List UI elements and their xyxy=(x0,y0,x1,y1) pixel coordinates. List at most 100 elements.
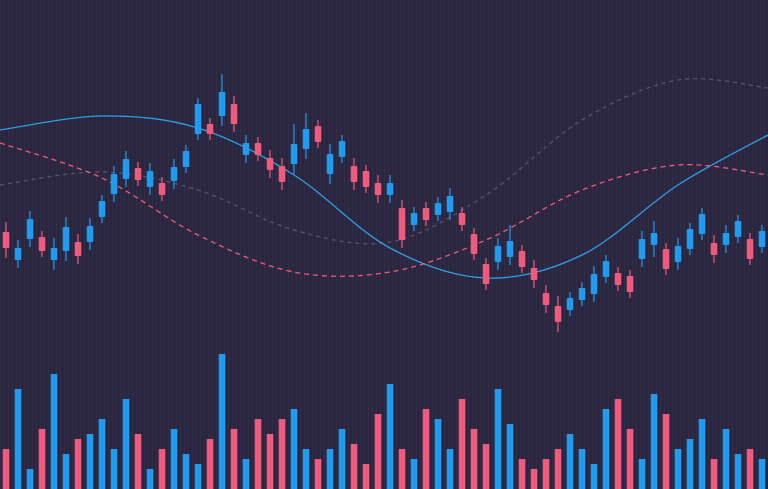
volume-bar xyxy=(614,399,622,489)
candle-body xyxy=(14,248,22,260)
candle-body xyxy=(146,171,154,187)
volume-bar xyxy=(746,449,754,489)
candle-body xyxy=(482,264,490,284)
candle-body xyxy=(422,208,430,220)
volume-bar xyxy=(626,429,634,489)
candle-body xyxy=(494,246,502,262)
volume-bar xyxy=(470,429,478,489)
volume-bar xyxy=(206,439,214,489)
candle-body xyxy=(554,306,562,322)
volume-bar xyxy=(158,449,166,489)
volume-bar xyxy=(218,354,226,489)
candle-body xyxy=(86,226,94,242)
candle-body xyxy=(338,141,346,157)
volume-bar xyxy=(410,459,418,489)
volume-bar xyxy=(26,469,34,489)
volume-bar xyxy=(446,449,454,489)
volume-bar xyxy=(266,434,274,489)
volume-bar xyxy=(434,419,442,489)
candle-body xyxy=(170,167,178,181)
candle-body xyxy=(38,237,46,251)
volume-bar xyxy=(38,429,46,489)
candle-body xyxy=(518,251,526,267)
volume-bar xyxy=(710,459,718,489)
candle-body xyxy=(110,174,118,194)
candle-body xyxy=(266,158,274,170)
candle-body xyxy=(158,183,166,195)
candle-body xyxy=(506,241,514,257)
candle-body xyxy=(458,213,466,225)
candle-body xyxy=(314,126,322,142)
candle-body xyxy=(2,232,10,248)
candle-body xyxy=(566,298,574,310)
volume-bar xyxy=(242,459,250,489)
volume-bar xyxy=(86,434,94,489)
volume-bar xyxy=(506,424,514,489)
volume-bar xyxy=(74,439,82,489)
candle-body xyxy=(386,183,394,195)
volume-bar xyxy=(422,409,430,489)
volume-bar xyxy=(518,459,526,489)
candle-body xyxy=(470,234,478,254)
candle-body xyxy=(194,104,202,134)
volume-bar xyxy=(278,419,286,489)
volume-bar xyxy=(2,449,10,489)
candle-body xyxy=(590,274,598,294)
candle-body xyxy=(362,171,370,187)
candle-body xyxy=(242,143,250,155)
candle-body xyxy=(350,166,358,182)
volume-bar xyxy=(458,399,466,489)
volume-bar xyxy=(698,419,706,489)
volume-bar xyxy=(482,444,490,489)
candle-body xyxy=(638,239,646,259)
volume-bar xyxy=(554,449,562,489)
candle-body xyxy=(434,203,442,215)
candle-body xyxy=(50,248,58,260)
volume-bar xyxy=(122,399,130,489)
volume-bar xyxy=(590,464,598,489)
candle-body xyxy=(26,219,34,239)
candle-body xyxy=(326,154,334,174)
candle-body xyxy=(218,92,226,116)
candle-body xyxy=(614,273,622,285)
volume-bar xyxy=(62,454,70,489)
candle-body xyxy=(746,239,754,259)
volume-bar xyxy=(374,414,382,489)
volume-bar xyxy=(182,454,190,489)
candle-body xyxy=(278,166,286,182)
candle-body xyxy=(686,229,694,249)
candle-body xyxy=(230,104,238,124)
candle-body xyxy=(602,261,610,277)
volume-bar xyxy=(146,469,154,489)
volume-bar xyxy=(170,429,178,489)
volume-bar xyxy=(14,389,22,489)
volume-bar xyxy=(398,449,406,489)
volume-bar xyxy=(254,419,262,489)
candle-body xyxy=(542,293,550,305)
volume-bar xyxy=(386,384,394,489)
candle-body xyxy=(650,233,658,245)
candle-body xyxy=(626,276,634,292)
candle-body xyxy=(446,196,454,212)
candle-body xyxy=(530,268,538,280)
candle-body xyxy=(662,249,670,269)
volume-bar xyxy=(134,434,142,489)
candle-body xyxy=(698,214,706,234)
candle-body xyxy=(410,213,418,225)
candle-body xyxy=(254,143,262,155)
candle-body xyxy=(182,151,190,167)
moving-average-line xyxy=(0,78,768,245)
volume-bar xyxy=(638,459,646,489)
volume-bar xyxy=(566,434,574,489)
volume-bar xyxy=(338,429,346,489)
candle-body xyxy=(722,233,730,245)
volume-bar xyxy=(758,459,766,489)
volume-bar xyxy=(98,419,106,489)
volume-bar xyxy=(602,409,610,489)
volume-bar xyxy=(230,429,238,489)
volume-bar xyxy=(662,414,670,489)
volume-bar xyxy=(686,439,694,489)
candle-body xyxy=(98,201,106,217)
candle-body xyxy=(734,221,742,237)
